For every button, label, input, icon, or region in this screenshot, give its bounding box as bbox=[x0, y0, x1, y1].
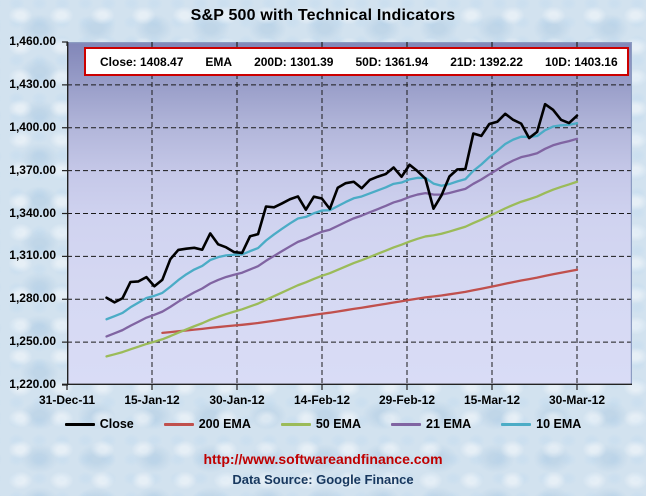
x-axis-tick-label: 15-Jan-12 bbox=[124, 393, 180, 407]
y-axis-tick-label: 1,220.00 bbox=[9, 377, 56, 391]
legend-line-swatch bbox=[501, 422, 532, 426]
series-line-close bbox=[105, 102, 579, 304]
legend-item-50-ema: 50 EMA bbox=[280, 417, 361, 431]
series-line-10-ema bbox=[105, 122, 579, 321]
series-line-50-ema bbox=[105, 180, 579, 358]
legend-line-swatch bbox=[163, 422, 194, 426]
x-axis-tick-label: 14-Feb-12 bbox=[293, 393, 351, 407]
legend-item-200-ema: 200 EMA bbox=[163, 417, 251, 431]
info-box-item: EMA bbox=[205, 54, 233, 69]
legend-label: Close bbox=[99, 417, 134, 431]
info-box-item: 10D: 1403.16 bbox=[544, 54, 618, 69]
plot-area: Close: 1408.47 EMA 200D: 1301.39 50D: 1361.… bbox=[62, 41, 633, 390]
x-axis-tick-label: 30-Jan-12 bbox=[209, 393, 265, 407]
legend-line-swatch bbox=[391, 422, 421, 426]
y-axis-tick-label: 1,370.00 bbox=[9, 162, 56, 177]
data-source-label: Data Source: Google Finance bbox=[232, 472, 414, 487]
legend-item-21-ema: 21 EMA bbox=[391, 417, 471, 431]
legend-line-swatch bbox=[64, 422, 95, 426]
y-axis-tick-label: 1,250.00 bbox=[9, 334, 56, 349]
series-line-21-ema bbox=[105, 137, 579, 338]
legend-label: 200 EMA bbox=[198, 417, 251, 431]
y-axis-tick-label: 1,430.00 bbox=[9, 76, 56, 91]
legend-line-swatch bbox=[280, 422, 311, 426]
legend-item-10-ema: 10 EMA bbox=[501, 417, 581, 431]
y-axis-tick-label: 1,400.00 bbox=[9, 119, 56, 134]
legend-label: 21 EMA bbox=[426, 417, 472, 431]
x-axis-tick-label: 30-Mar-12 bbox=[548, 393, 606, 407]
legend-label: 10 EMA bbox=[536, 417, 582, 431]
legend-label: 50 EMA bbox=[315, 417, 361, 431]
indicator-info-box: Close: 1408.47 EMA 200D: 1301.39 50D: 1361.… bbox=[84, 47, 629, 76]
info-box-item: Close: 1408.47 bbox=[100, 54, 184, 69]
info-box-item: 200D: 1301.39 bbox=[254, 54, 334, 69]
y-axis-tick-label: 1,340.00 bbox=[9, 205, 56, 220]
info-box-item: 21D: 1392.22 bbox=[450, 54, 523, 69]
series-line-200-ema bbox=[161, 268, 579, 334]
website-link[interactable]: http://www.softwareandfinance.com bbox=[203, 451, 443, 467]
chart-title: S&P 500 with Technical Indicators bbox=[190, 7, 456, 24]
legend-item-close: Close bbox=[64, 417, 134, 431]
x-axis-tick-label: 31-Dec-11 bbox=[38, 393, 96, 407]
y-axis-tick-label: 1,310.00 bbox=[9, 248, 56, 263]
y-axis-tick-label: 1,460.00 bbox=[9, 34, 56, 48]
y-axis-tick-label: 1,280.00 bbox=[9, 291, 56, 306]
chart-canvas bbox=[62, 41, 633, 390]
x-axis-tick-label: 29-Feb-12 bbox=[378, 393, 436, 407]
info-box-item: 50D: 1361.94 bbox=[355, 54, 429, 69]
x-axis-tick-label: 15-Mar-12 bbox=[463, 393, 521, 407]
legend: Close 200 EMA 50 EMA 21 EMA 10 EMA bbox=[0, 417, 646, 431]
